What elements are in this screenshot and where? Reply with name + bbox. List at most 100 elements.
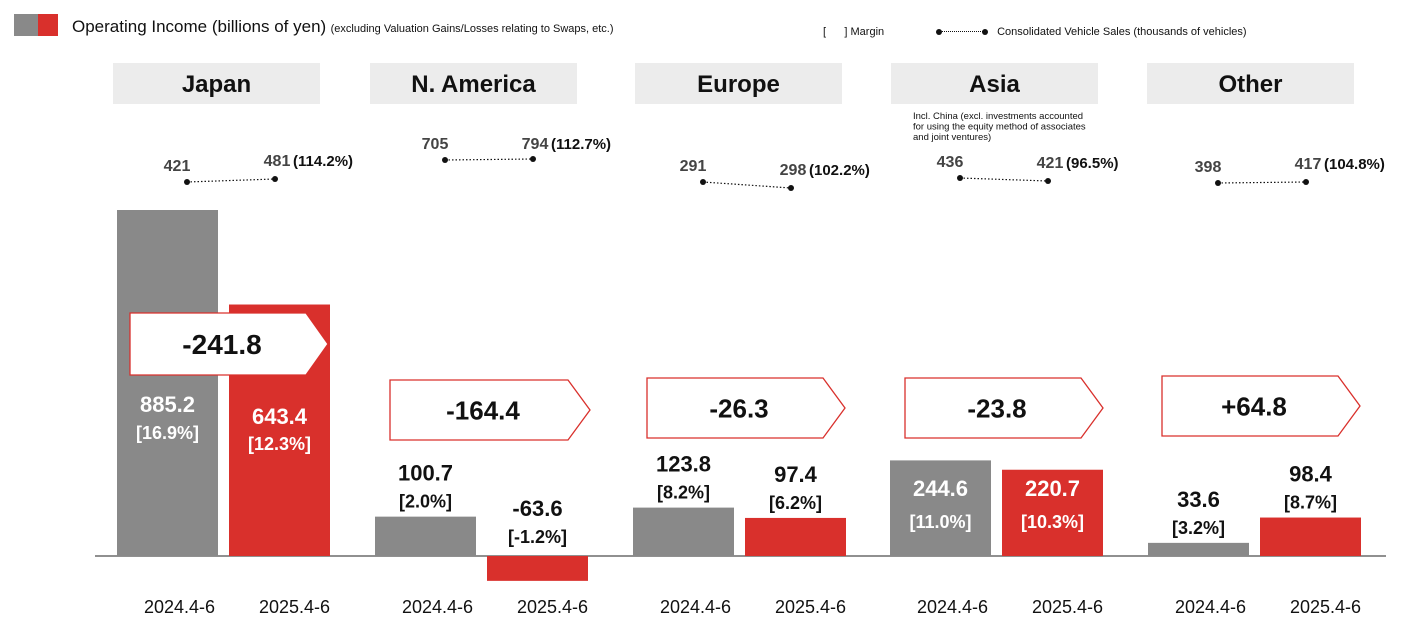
sales-value-prior-n-america: 705 [422,136,449,153]
period-label: 2025.4-6 [259,597,330,617]
sales-value-current-asia: 421 [1037,155,1064,172]
value-label-other-current: 98.4 [1289,462,1333,487]
margin-label-asia-current: [10.3%] [1021,512,1084,532]
sales-point-current [788,185,794,191]
bar-europe-current [745,517,846,556]
region-name-japan: Japan [182,71,251,98]
value-label-asia-prior: 244.6 [913,476,968,501]
sales-point-current [1303,179,1309,185]
region-header-n-america [370,63,577,104]
bar-asia-prior [890,460,991,556]
sales-ratio-europe: (102.2%) [809,162,870,179]
region-name-asia: Asia [969,71,1020,98]
sales-ratio-asia: (96.5%) [1066,155,1119,172]
legend-operating-income-label: Operating Income (billions of yen) [72,17,327,36]
value-label-n-america-prior: 100.7 [398,461,453,486]
sales-value-current-japan: 481 [264,153,291,170]
region-header-japan [113,63,320,104]
sales-point-prior [1215,180,1221,186]
value-label-n-america-current: -63.6 [512,496,562,521]
region-name-n-america: N. America [411,71,536,98]
region-note-line: and joint ventures) [913,132,991,143]
value-label-japan-current: 643.4 [252,404,308,429]
period-label: 2025.4-6 [517,597,588,617]
margin-label-europe-prior: [8.2%] [657,483,710,503]
change-value-europe: -26.3 [709,393,768,423]
change-arrow-japan [129,312,329,376]
margin-label-asia-prior: [11.0%] [909,512,971,532]
period-label: 2024.4-6 [144,597,215,617]
legend-margin: [ ] Margin [823,26,885,38]
legend-dotted-line-icon [936,27,988,37]
margin-label-japan-current: [12.3%] [248,434,311,454]
period-label: 2025.4-6 [775,597,846,617]
period-label: 2025.4-6 [1032,597,1103,617]
sales-value-current-europe: 298 [780,162,807,179]
region-name-europe: Europe [697,71,780,98]
sales-ratio-other: (104.8%) [1324,156,1385,173]
period-label: 2024.4-6 [917,597,988,617]
region-header-other [1147,63,1354,104]
bar-asia-current [1002,469,1103,556]
region-name-other: Other [1218,71,1282,98]
margin-label-other-prior: [3.2%] [1172,518,1225,538]
margin-label-n-america-prior: [2.0%] [399,492,452,512]
bar-japan-prior [117,210,218,556]
legend-red-swatch [38,14,58,36]
change-value-japan: -241.8 [182,329,261,360]
region-header-asia [891,63,1098,104]
sales-point-prior [442,157,448,163]
sales-line-other [1217,181,1307,184]
change-value-other: +64.8 [1221,391,1287,421]
margin-label-europe-current: [6.2%] [769,493,822,513]
sales-point-current [272,176,278,182]
sales-point-current [1045,178,1051,184]
sales-value-current-other: 417 [1295,156,1322,173]
bar-n-america-prior [375,516,476,556]
sales-line-asia [959,177,1049,182]
bar-n-america-current [487,556,588,581]
change-value-asia: -23.8 [967,393,1026,423]
sales-point-prior [957,175,963,181]
bar-other-current [1260,517,1361,556]
sales-value-current-n-america: 794 [522,136,549,153]
value-label-other-prior: 33.6 [1177,487,1220,512]
sales-value-prior-other: 398 [1195,159,1222,176]
legend-gray-swatch [14,14,38,36]
change-arrow-asia [904,377,1104,439]
legend-vehicle-sales-label: Consolidated Vehicle Sales (thousands of… [997,26,1247,38]
sales-point-prior [184,179,190,185]
sales-ratio-n-america: (112.7%) [551,136,611,153]
sales-line-n-america [444,158,534,161]
value-label-asia-current: 220.7 [1025,476,1080,501]
sales-point-prior [700,179,706,185]
margin-label-japan-prior: [16.9%] [136,423,199,443]
region-note-line: for using the equity method of associate… [913,122,1086,133]
period-label: 2024.4-6 [1175,597,1246,617]
period-label: 2024.4-6 [660,597,731,617]
margin-label-other-current: [8.7%] [1284,493,1337,513]
period-label: 2025.4-6 [1290,597,1361,617]
sales-line-europe [702,181,792,189]
change-arrow-other [1161,375,1361,437]
value-label-japan-prior: 885.2 [140,392,195,417]
value-label-europe-current: 97.4 [774,462,818,487]
value-label-europe-prior: 123.8 [656,452,711,477]
change-arrow-n-america [389,379,591,441]
sales-ratio-japan: (114.2%) [293,153,353,170]
legend-operating-income-note: (excluding Valuation Gains/Losses relati… [330,23,614,35]
region-note-line: Incl. China (excl. investments accounted [913,111,1083,122]
sales-value-prior-japan: 421 [164,158,191,175]
change-arrow-europe [646,377,846,439]
sales-point-current [530,156,536,162]
bar-europe-prior [633,507,734,556]
region-header-europe [635,63,842,104]
period-label: 2024.4-6 [402,597,473,617]
legend-vehicle-sales: Consolidated Vehicle Sales (thousands of… [936,26,1247,38]
sales-line-japan [186,178,276,183]
sales-value-prior-asia: 436 [937,154,964,171]
sales-value-prior-europe: 291 [680,158,707,175]
change-value-n-america: -164.4 [446,395,520,425]
